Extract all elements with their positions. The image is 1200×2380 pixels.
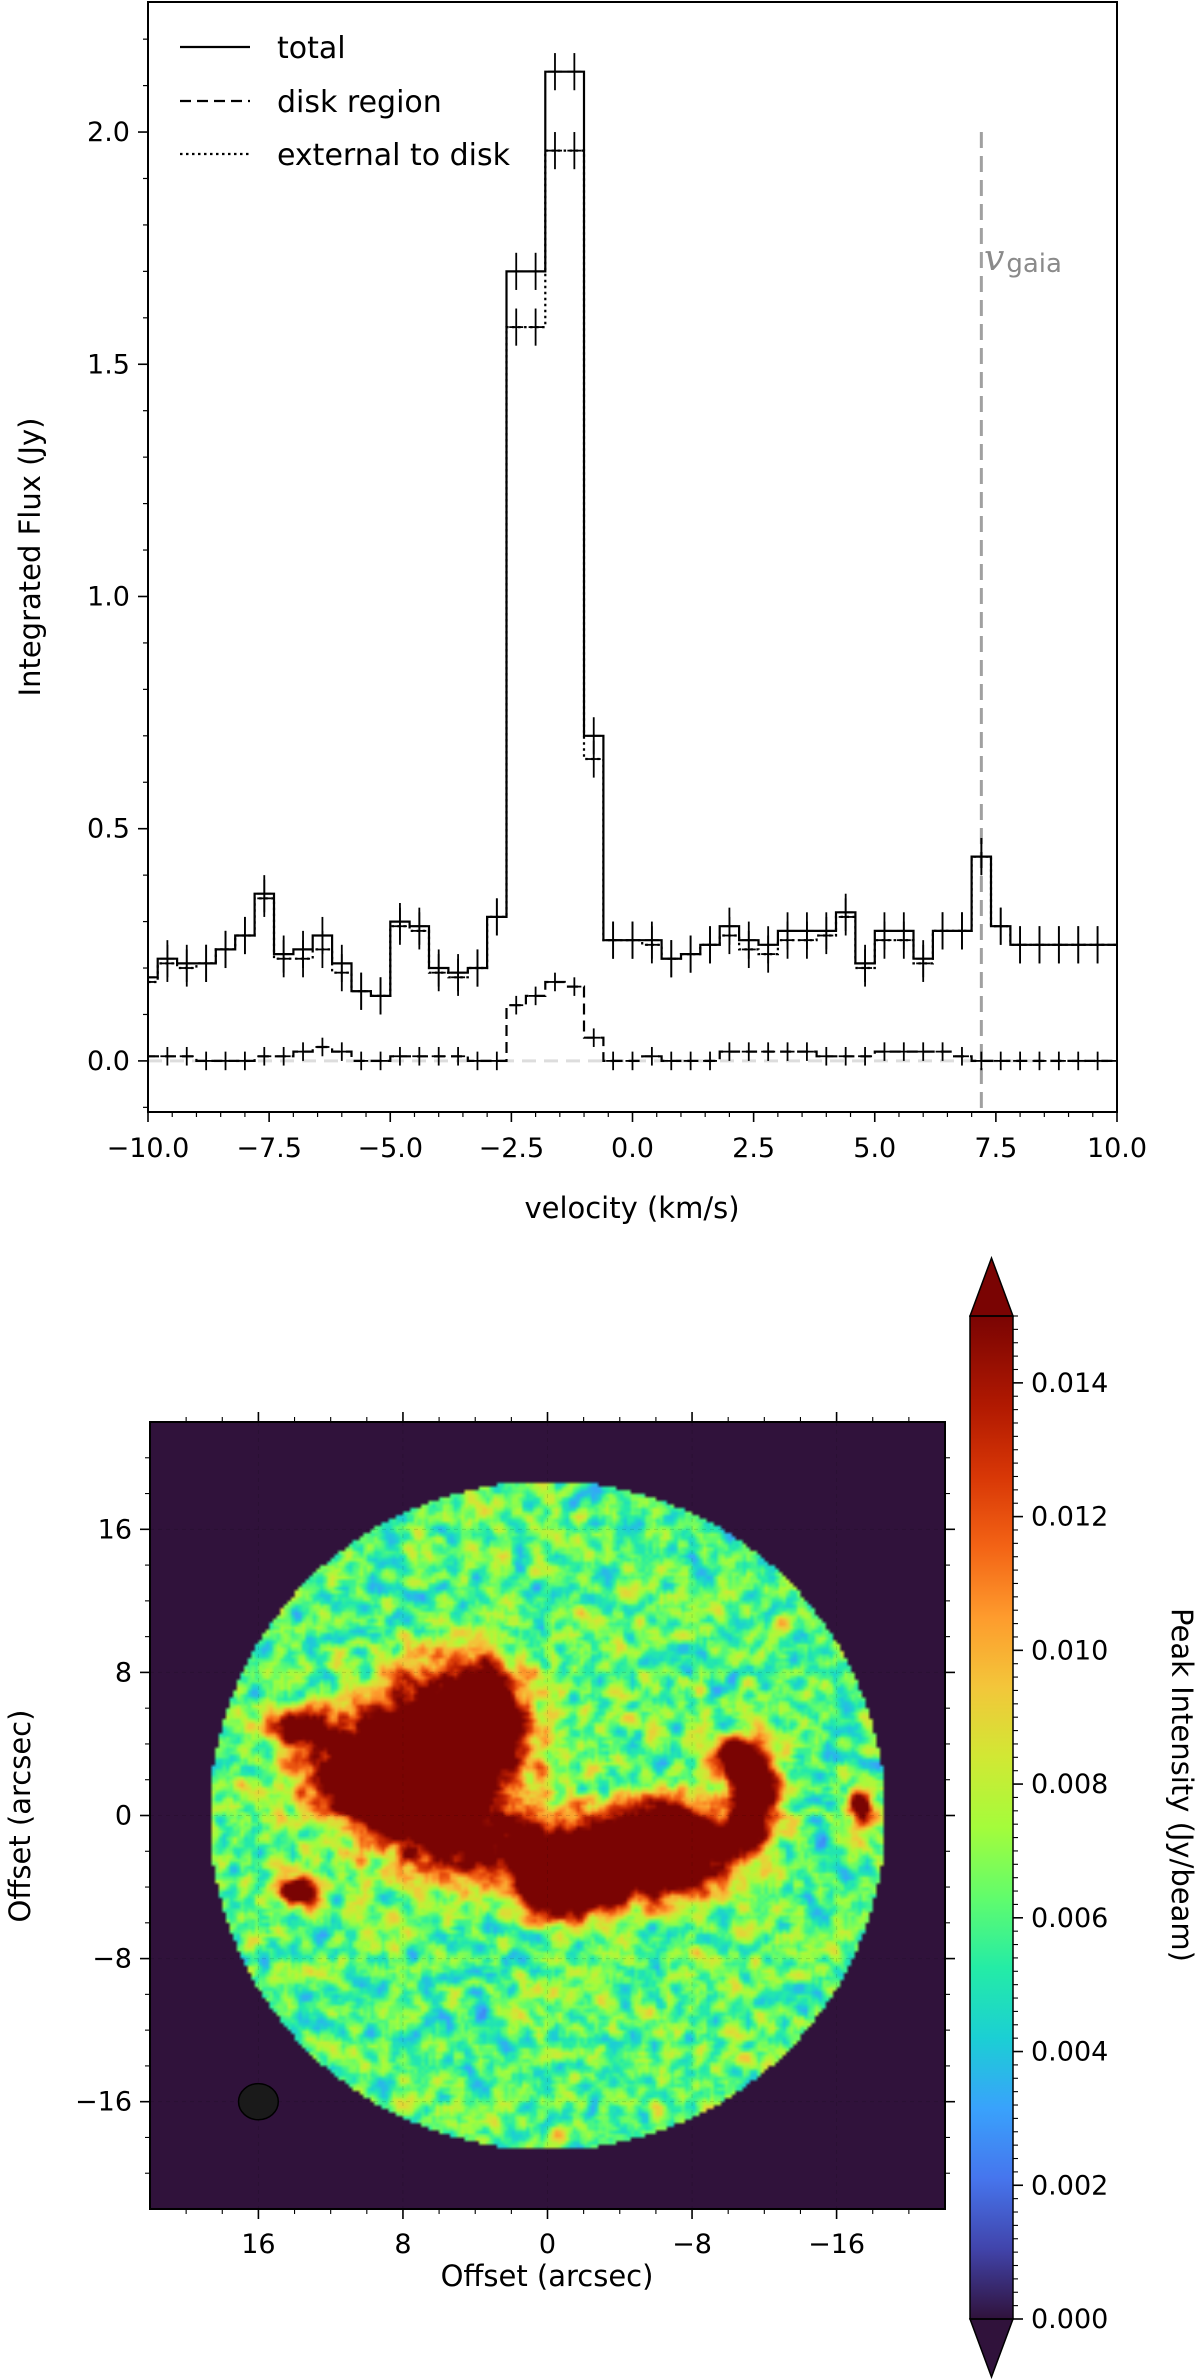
legend-label-external: external to disk (277, 138, 511, 173)
spectrum-legend: total disk region external to disk (180, 31, 511, 173)
x-tick-label: 10.0 (1087, 1133, 1147, 1164)
colorbar-tick-label: 0.010 (1031, 1635, 1108, 1666)
spectrum-x-axis-label: velocity (km/s) (524, 1191, 739, 1225)
y-tick-label: 1.0 (87, 581, 130, 612)
spectrum-errorbars (148, 53, 1117, 1071)
map-x-tick-label: 0 (539, 2229, 556, 2260)
colorbar-tick-label: 0.008 (1031, 1769, 1108, 1800)
colorbar-tick-label: 0.002 (1031, 2170, 1108, 2201)
series-line-disk-region (148, 980, 1117, 1062)
map-x-tick-label: 8 (394, 2229, 411, 2260)
colorbar-label: Peak Intensity (Jy/beam) (1165, 1608, 1199, 1962)
x-tick-label: 5.0 (853, 1133, 896, 1164)
x-tick-label: 7.5 (974, 1133, 1017, 1164)
map-gridlines (150, 1422, 945, 2209)
vgaia-label: vgaia (984, 238, 1062, 279)
spectrum-x-axis: −10.0 −7.5 −5.0 −2.5 0.0 2.5 5.0 7.5 10.0 (107, 1112, 1147, 1164)
x-tick-label: −10.0 (107, 1133, 190, 1164)
y-tick-label: 0.0 (87, 1046, 130, 1077)
map-x-axis-label: Offset (arcsec) (441, 2259, 654, 2293)
colorbar-tick-label: 0.000 (1031, 2304, 1108, 2335)
y-tick-label: 1.5 (87, 349, 130, 380)
map-y-tick-label: 0 (115, 1801, 132, 1832)
colorbar-frame (969, 1315, 1014, 2320)
map-x-axis: 16 8 0 −8 −16 (185, 1412, 910, 2260)
x-tick-label: 2.5 (732, 1133, 775, 1164)
map-x-tick-label: 16 (241, 2229, 275, 2260)
map-y-tick-label: 16 (98, 1514, 132, 1545)
x-tick-label: −2.5 (479, 1133, 545, 1164)
map-x-tick-label: −8 (672, 2229, 712, 2260)
map-y-axis: 16 8 0 −8 −16 (75, 1457, 955, 2174)
map-y-tick-label: −16 (75, 2087, 132, 2118)
intensity-map-image (150, 1422, 945, 2209)
legend-label-total: total (277, 31, 346, 66)
x-tick-label: 0.0 (611, 1133, 654, 1164)
map-y-axis-label: Offset (arcsec) (3, 1710, 37, 1923)
spectrum-chart: vgaia total disk region external to disk… (13, 1, 1147, 1225)
colorbar-tick-label: 0.014 (1031, 1368, 1108, 1399)
spectrum-y-axis-label: Integrated Flux (Jy) (13, 418, 47, 697)
intensity-map: 16 8 0 −8 −16 16 8 0 −8 −16 Offset (arcsec) Offs… (3, 1412, 955, 2293)
colorbar-extend-min (968, 2318, 1015, 2380)
colorbar-axis: 0.000 0.002 0.004 0.006 0.008 0.010 0.012 0.014 (1013, 1315, 1108, 2335)
colorbar-gradient (970, 1316, 1013, 2319)
beam-ellipse (237, 2082, 280, 2121)
spectrum-y-axis: 0.0 0.5 1.0 1.5 2.0 (87, 38, 148, 1108)
y-tick-label: 0.5 (87, 814, 130, 845)
colorbar: 0.000 0.002 0.004 0.006 0.008 0.010 0.012 0.014… (968, 1255, 1199, 2380)
map-y-tick-label: −8 (92, 1944, 132, 1975)
colorbar-tick-label: 0.004 (1031, 2037, 1108, 2068)
x-tick-label: −5.0 (357, 1133, 423, 1164)
x-tick-label: −7.5 (236, 1133, 302, 1164)
map-y-tick-label: 8 (115, 1657, 132, 1688)
legend-label-disk: disk region (277, 85, 442, 120)
colorbar-tick-label: 0.006 (1031, 1903, 1108, 1934)
y-tick-label: 2.0 (87, 117, 130, 148)
colorbar-tick-label: 0.012 (1031, 1502, 1108, 1533)
map-x-tick-label: −16 (808, 2229, 865, 2260)
colorbar-extend-max (968, 1255, 1015, 1317)
